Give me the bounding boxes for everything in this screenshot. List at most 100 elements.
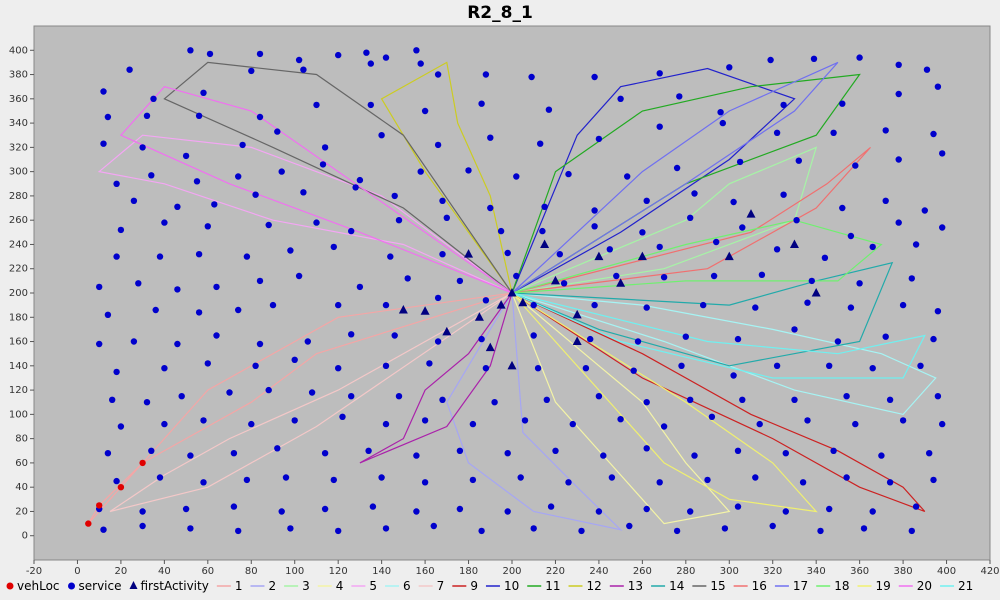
service-point [456, 505, 464, 513]
service-point [478, 100, 485, 107]
service-point [278, 168, 285, 175]
y-tick-label: 180 [9, 312, 28, 323]
service-point [274, 445, 281, 452]
service-point [434, 141, 442, 149]
legend-label: 14 [669, 579, 684, 593]
service-point [912, 503, 920, 510]
service-point [869, 365, 876, 372]
service-point [687, 396, 694, 403]
service-point [478, 335, 485, 343]
service-point [256, 277, 264, 285]
legend-item-1: 1 [216, 579, 242, 593]
service-point [248, 67, 255, 75]
service-point [582, 365, 590, 372]
service-point [300, 66, 307, 73]
service-point [139, 144, 146, 151]
x-tick-label: 0 [74, 566, 80, 577]
service-point [530, 301, 537, 309]
service-point [752, 304, 759, 311]
service-point [886, 479, 894, 486]
y-tick-label: 380 [9, 70, 28, 81]
service-point [430, 522, 437, 530]
service-point [595, 508, 603, 515]
service-point [895, 61, 902, 68]
service-point [130, 338, 138, 345]
legend-label: 5 [369, 579, 377, 593]
service-point [513, 173, 520, 180]
service-point [113, 253, 120, 260]
x-tick-label: 220 [546, 566, 565, 577]
x-tick-label: 100 [285, 566, 304, 577]
legend-label: 10 [504, 579, 519, 593]
service-point [843, 474, 850, 481]
route-line-10 [511, 67, 796, 294]
service-point [161, 365, 168, 372]
vehicle-location-points [85, 459, 146, 527]
legend-item-16: 16 [733, 579, 767, 593]
service-point [113, 180, 120, 187]
service-point [660, 274, 668, 281]
x-tick-label: 200 [502, 566, 521, 577]
y-tick-label: 20 [15, 506, 28, 517]
service-point [719, 119, 726, 127]
service-point [117, 423, 125, 430]
service-point [287, 525, 294, 532]
service-point [339, 413, 346, 420]
service-point [439, 197, 446, 204]
service-point [843, 393, 850, 400]
y-tick-label: 200 [9, 288, 28, 299]
service-point [923, 66, 931, 73]
service-point [482, 71, 490, 78]
route-line-17 [511, 61, 839, 294]
service-point [391, 192, 398, 200]
service-point [482, 297, 490, 304]
service-point [547, 503, 555, 510]
service-point [100, 526, 107, 533]
service-point [319, 161, 327, 168]
service-point [886, 396, 894, 403]
service-point [382, 420, 390, 428]
legend-label: 18 [834, 579, 849, 593]
service-point [710, 272, 718, 280]
service-point [528, 73, 535, 81]
legend-label: 16 [752, 579, 767, 593]
service-point [363, 49, 370, 56]
service-point [278, 508, 285, 515]
legend-item-13: 13 [609, 579, 643, 593]
legend-label: 11 [545, 579, 560, 593]
x-tick-label: 260 [633, 566, 652, 577]
service-point [930, 335, 937, 343]
service-point [195, 251, 203, 258]
service-point [182, 152, 190, 160]
x-tick-label: 400 [937, 566, 956, 577]
y-tick-label: 80 [15, 434, 28, 445]
service-point [211, 201, 218, 208]
route-line-16 [511, 146, 871, 294]
service-point [869, 243, 876, 251]
y-tick-label: 0 [22, 531, 28, 542]
service-point [687, 214, 694, 221]
service-point [156, 474, 164, 481]
service-point [569, 420, 576, 428]
service-point [804, 417, 811, 424]
legend-item-17: 17 [774, 579, 808, 593]
service-point [539, 227, 546, 235]
service-point [899, 417, 907, 424]
service-point [152, 306, 159, 314]
service-point [578, 527, 585, 535]
route-line-19 [511, 292, 818, 513]
service-point [673, 164, 681, 172]
service-point [469, 420, 477, 428]
legend-label: 3 [302, 579, 310, 593]
service-point [939, 150, 946, 157]
first-activity-marker [746, 209, 756, 218]
legend-item-3: 3 [284, 579, 310, 593]
service-point [691, 452, 698, 459]
service-point [817, 527, 824, 535]
service-point [939, 420, 946, 428]
service-point [421, 479, 429, 486]
legend-item-14: 14 [651, 579, 684, 593]
service-point [852, 162, 859, 169]
legend-item-10: 10 [485, 579, 519, 593]
x-tick-label: 340 [807, 566, 826, 577]
